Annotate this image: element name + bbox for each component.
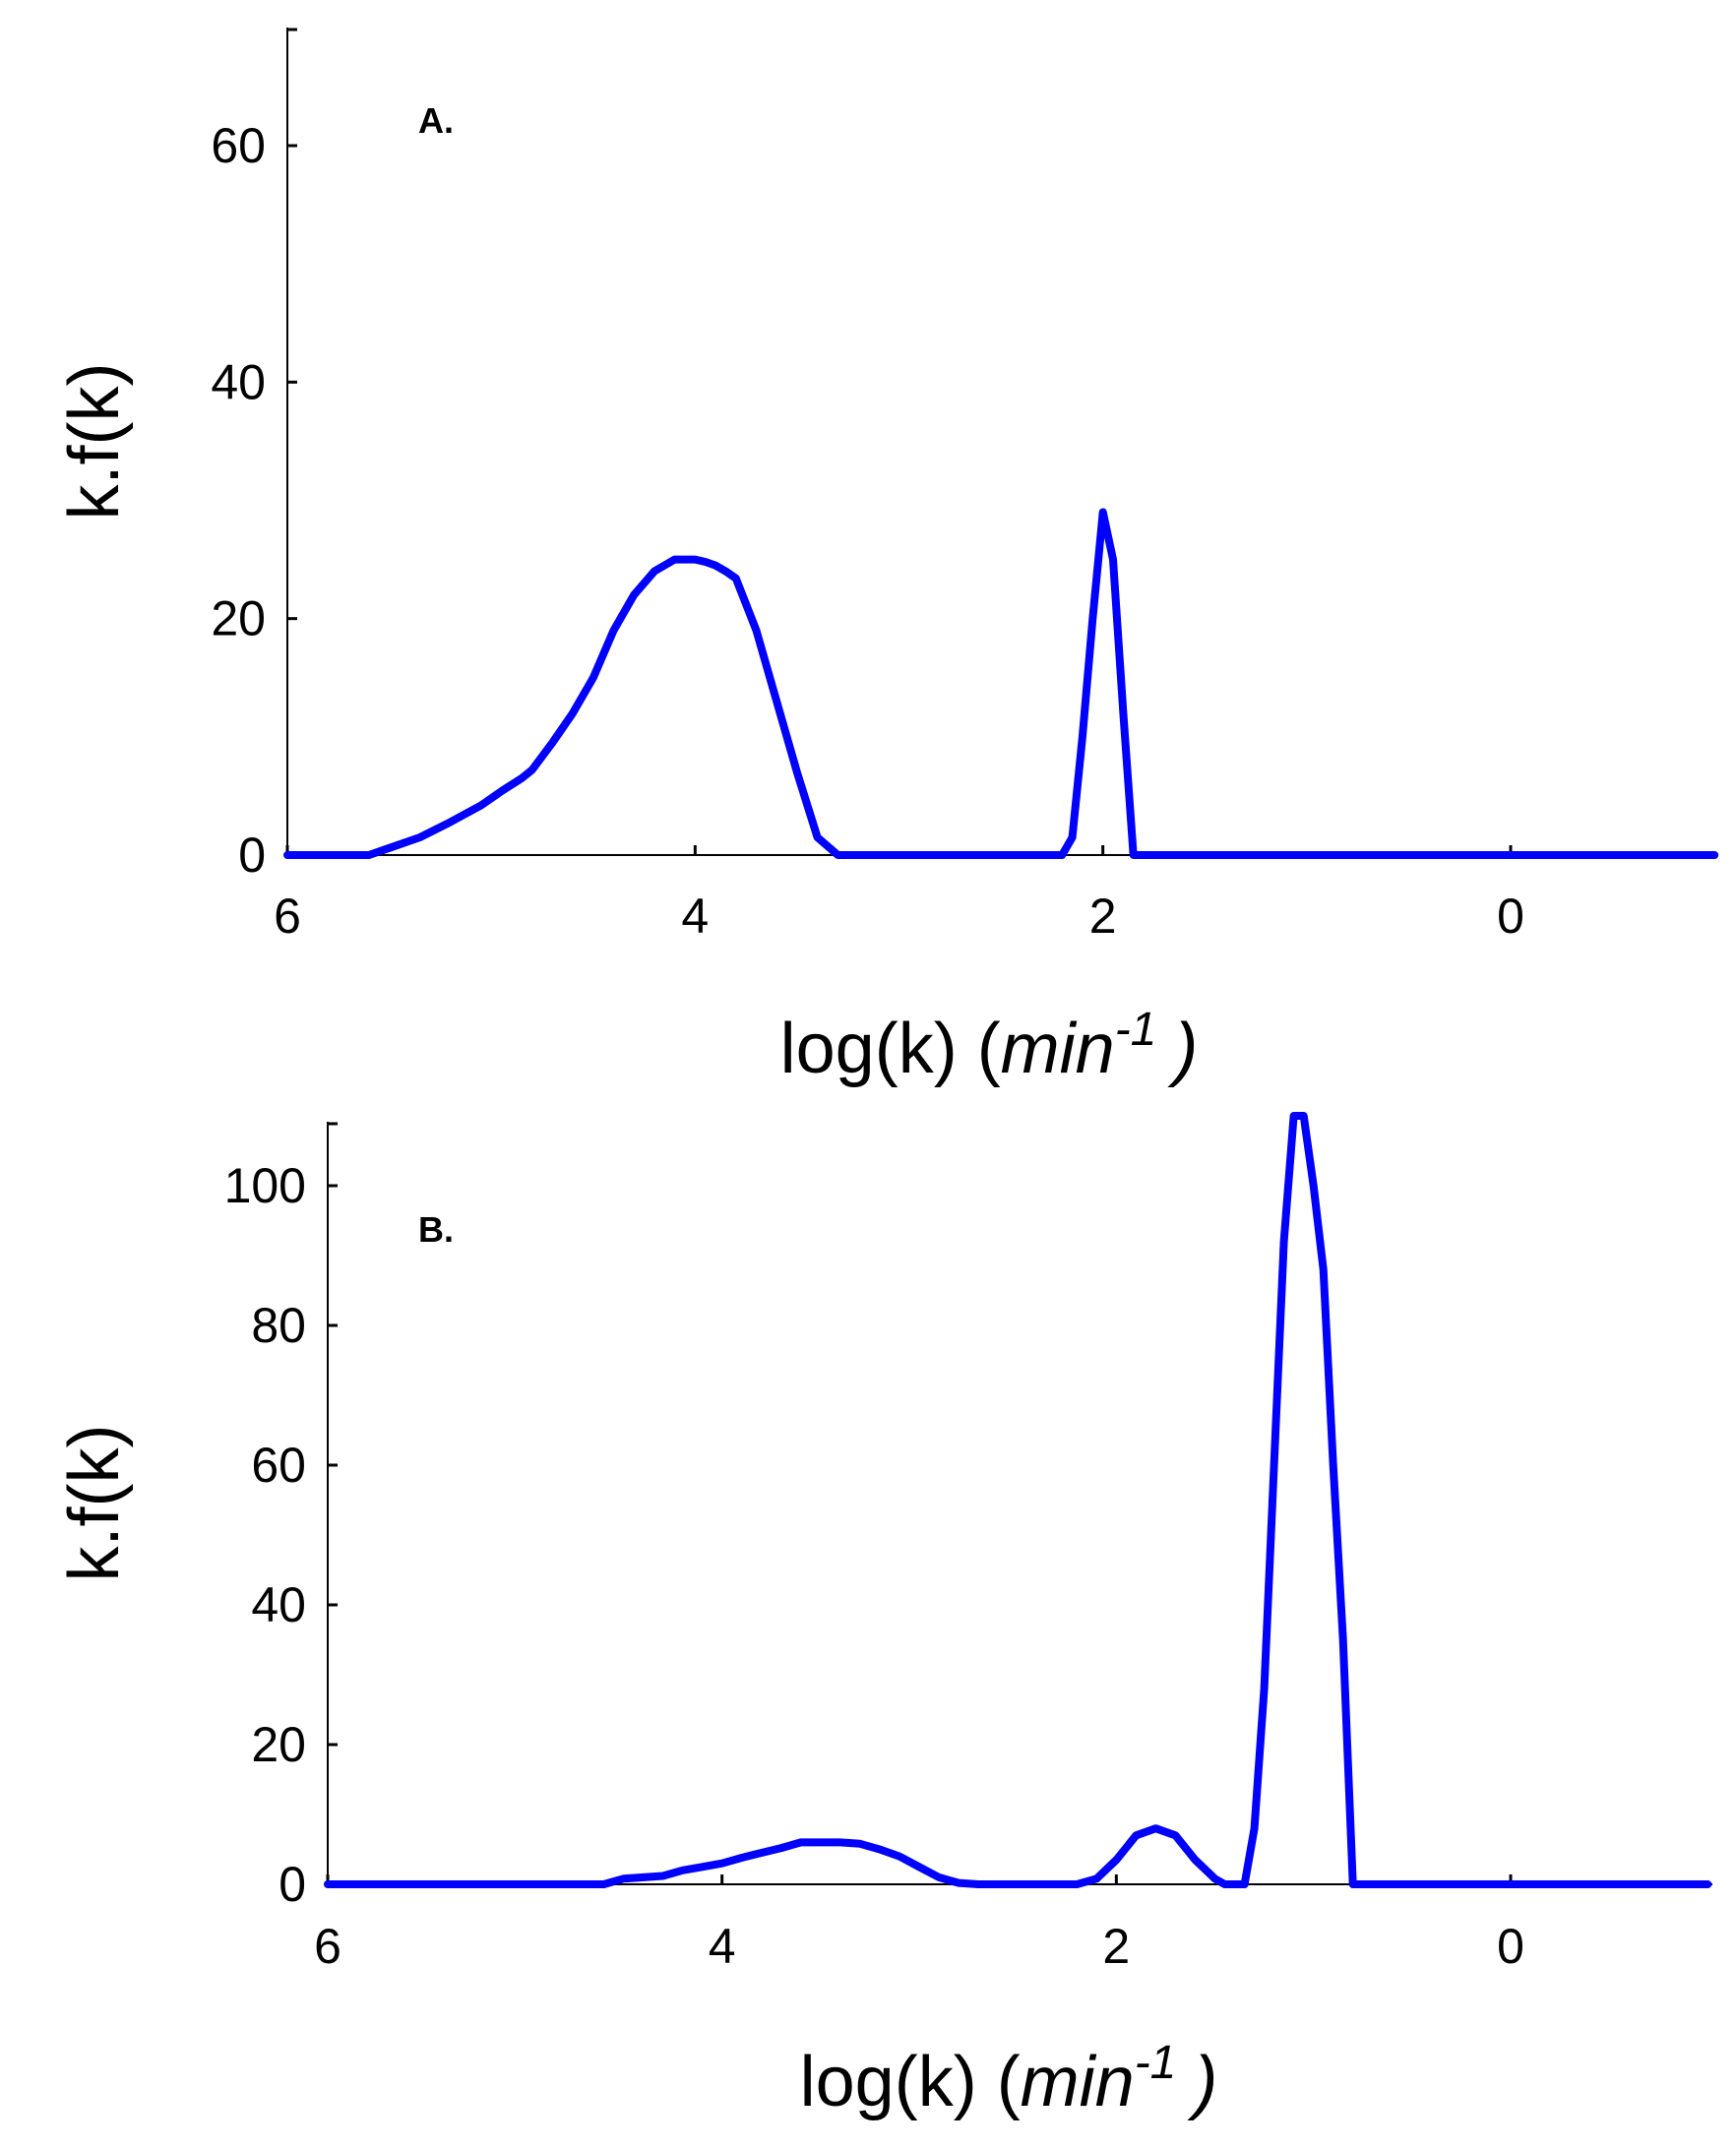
panel-b-x-tick-label: 0: [1497, 1919, 1524, 1974]
panel-b-x-axis-label-exponent: -1: [1135, 2037, 1177, 2089]
panel-b-y-tick-label: 60: [251, 1438, 306, 1493]
panel-a-y-axis-label: k.f(k): [55, 363, 134, 521]
panel-b-label: B.: [418, 1209, 454, 1250]
panel-a-x-axis-label-exponent: -1: [1115, 1004, 1157, 1056]
panel-a-x-tick-label: 2: [1089, 889, 1117, 944]
panel-b-series-line: [324, 1112, 1712, 1888]
panel-b-x-tick-label: 2: [1102, 1919, 1130, 1974]
panel-a-label: A.: [418, 100, 454, 141]
panel-a-y-tick-label: 60: [211, 118, 266, 173]
panel-b-y-tick-label: 100: [224, 1158, 306, 1213]
panel-a-y-tick-label: 40: [211, 354, 266, 409]
panel-a-x-axis-label: log(k) (min-1): [780, 1004, 1199, 1088]
panel-b-x-axis-label-main: log(k): [800, 2043, 977, 2121]
panel-a-x-tick-label: 6: [274, 889, 301, 944]
panel-b-x-tick-label: 4: [709, 1919, 736, 1974]
panel-a-x-axis-label-close: ): [1167, 1010, 1198, 1088]
panel-a-x-tick-label: 4: [681, 889, 709, 944]
panel-a-x-tick-label: 0: [1497, 889, 1524, 944]
panel-b-y-tick-label: 80: [251, 1298, 306, 1353]
panel-b-x-axis-label-close: ): [1187, 2043, 1217, 2121]
panel-b-x-axis-label-open: (: [977, 2043, 1021, 2121]
panel-b-y-tick-label: 20: [251, 1717, 306, 1772]
panel-b-x-axis-label: log(k) (min-1): [800, 2037, 1218, 2121]
panel-a-y-tick-label: 0: [238, 828, 266, 883]
panel-a-y-tick-label: 20: [211, 591, 266, 646]
panel-b-x-axis-label-unit: min: [1021, 2043, 1135, 2121]
panel-a-x-axis-label-open: (: [958, 1010, 1001, 1088]
panel-b-y-axis-label: k.f(k): [55, 1425, 134, 1582]
panel-b-y-tick-label: 40: [251, 1577, 306, 1632]
panel-a-series-line: [283, 508, 1719, 859]
panel-a-x-axis-label-main: log(k): [780, 1010, 958, 1088]
panel-a-x-axis-label-unit: min: [1001, 1010, 1115, 1088]
panel-b-x-tick-label: 6: [314, 1919, 341, 1974]
panel-b-y-tick-label: 0: [279, 1857, 306, 1912]
